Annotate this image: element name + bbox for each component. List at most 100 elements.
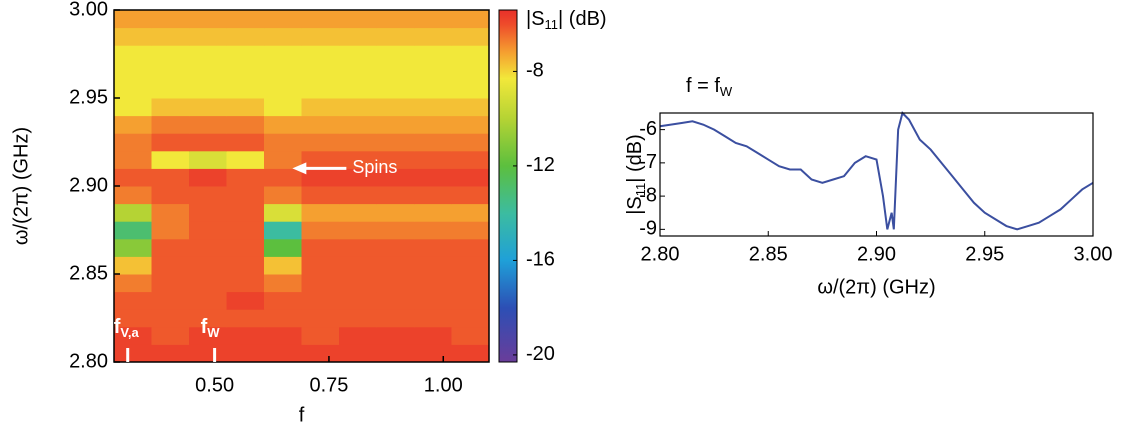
y-tick-label: 2.85 xyxy=(69,262,108,284)
heat-cell xyxy=(151,150,190,169)
heat-cell xyxy=(189,62,227,81)
heat-cell xyxy=(301,98,340,117)
heat-cell xyxy=(301,203,340,222)
heat-cell xyxy=(264,80,302,99)
heat-cell xyxy=(376,27,415,46)
heat-cell xyxy=(414,62,452,81)
marker-label-main: f xyxy=(201,316,208,338)
heat-cell xyxy=(189,274,227,293)
heat-cell xyxy=(151,256,190,275)
heat-cell xyxy=(376,221,415,240)
heat-cell xyxy=(151,115,190,134)
heat-cell xyxy=(301,274,340,293)
heat-cell xyxy=(376,238,415,257)
heat-cell xyxy=(376,98,415,117)
heat-cell xyxy=(376,256,415,275)
heat-cell xyxy=(264,238,302,257)
heat-cell xyxy=(451,309,490,328)
heat-cell xyxy=(226,115,265,134)
heat-cell xyxy=(339,133,377,152)
heat-cell xyxy=(414,186,452,205)
colorbar-tick-label: -8 xyxy=(526,60,544,82)
x-tick-label: 0.50 xyxy=(195,374,234,396)
heat-cell xyxy=(301,256,340,275)
heat-cell xyxy=(151,326,190,345)
x-tick-label: 2.95 xyxy=(965,243,1004,265)
y-tick-label: 2.90 xyxy=(69,174,108,196)
chart-title-sub: W xyxy=(720,84,733,99)
heat-cell xyxy=(151,62,190,81)
heat-cell xyxy=(189,115,227,134)
heat-cell xyxy=(414,27,452,46)
heat-cell xyxy=(151,238,190,257)
heat-cell xyxy=(376,203,415,222)
heat-cell xyxy=(376,115,415,134)
heat-cell xyxy=(414,221,452,240)
colorbar-label: |S11| (dB) xyxy=(526,8,607,32)
heat-cell xyxy=(301,10,340,29)
heat-cell xyxy=(114,309,152,328)
heat-cell xyxy=(264,27,302,46)
heat-cell xyxy=(301,80,340,99)
heat-cell xyxy=(264,133,302,152)
heat-cell xyxy=(451,291,490,310)
heat-cell xyxy=(264,45,302,64)
heat-cell xyxy=(301,221,340,240)
heat-cell xyxy=(451,274,490,293)
chart-title: f = fW xyxy=(686,75,733,99)
heat-cell xyxy=(226,309,265,328)
heat-cell xyxy=(451,10,490,29)
heat-cell xyxy=(264,274,302,293)
heat-cell xyxy=(414,115,452,134)
heat-cell xyxy=(226,62,265,81)
heat-cell xyxy=(226,274,265,293)
heat-cell xyxy=(414,291,452,310)
heat-cell xyxy=(264,150,302,169)
heat-cell xyxy=(151,291,190,310)
heat-cell xyxy=(414,344,452,363)
heat-cell xyxy=(226,291,265,310)
y-axis-label-main: |S xyxy=(624,196,646,215)
heat-cell xyxy=(189,150,227,169)
heat-cell xyxy=(189,326,227,345)
x-tick-label: 2.85 xyxy=(749,243,788,265)
heat-cell xyxy=(114,238,152,257)
heat-cell xyxy=(226,27,265,46)
marker-label-sub: W xyxy=(207,325,220,340)
heat-cell xyxy=(189,309,227,328)
heat-cell xyxy=(414,203,452,222)
chart-title-main: f = f xyxy=(686,75,720,97)
heat-cell xyxy=(226,186,265,205)
heat-cell xyxy=(414,10,452,29)
heat-cell xyxy=(451,98,490,117)
heat-cell xyxy=(414,256,452,275)
heat-cell xyxy=(264,62,302,81)
heat-cell xyxy=(301,291,340,310)
heat-cell xyxy=(114,344,152,363)
heat-cell xyxy=(264,168,302,187)
heat-cell xyxy=(414,98,452,117)
heat-cell xyxy=(189,168,227,187)
heat-cell xyxy=(301,344,340,363)
heat-cell xyxy=(376,10,415,29)
heat-cell xyxy=(114,45,152,64)
y-tick-label: -7 xyxy=(639,151,657,173)
heat-cell xyxy=(339,309,377,328)
heat-cell xyxy=(414,168,452,187)
heat-cell xyxy=(264,256,302,275)
heat-cell xyxy=(226,168,265,187)
y-tick-label: 2.95 xyxy=(69,86,108,108)
heat-cell xyxy=(376,80,415,99)
heat-cell xyxy=(114,326,152,345)
heat-cell xyxy=(451,168,490,187)
x-axis-label: ω/(2π) (GHz) xyxy=(817,276,935,298)
heat-cell xyxy=(151,27,190,46)
heat-cell xyxy=(226,238,265,257)
heat-cell xyxy=(189,186,227,205)
x-tick-label: 1.00 xyxy=(424,374,463,396)
heat-cell xyxy=(114,150,152,169)
colorbar xyxy=(498,9,518,363)
heat-cell xyxy=(151,186,190,205)
heat-cell xyxy=(114,80,152,99)
heat-cell xyxy=(151,344,190,363)
